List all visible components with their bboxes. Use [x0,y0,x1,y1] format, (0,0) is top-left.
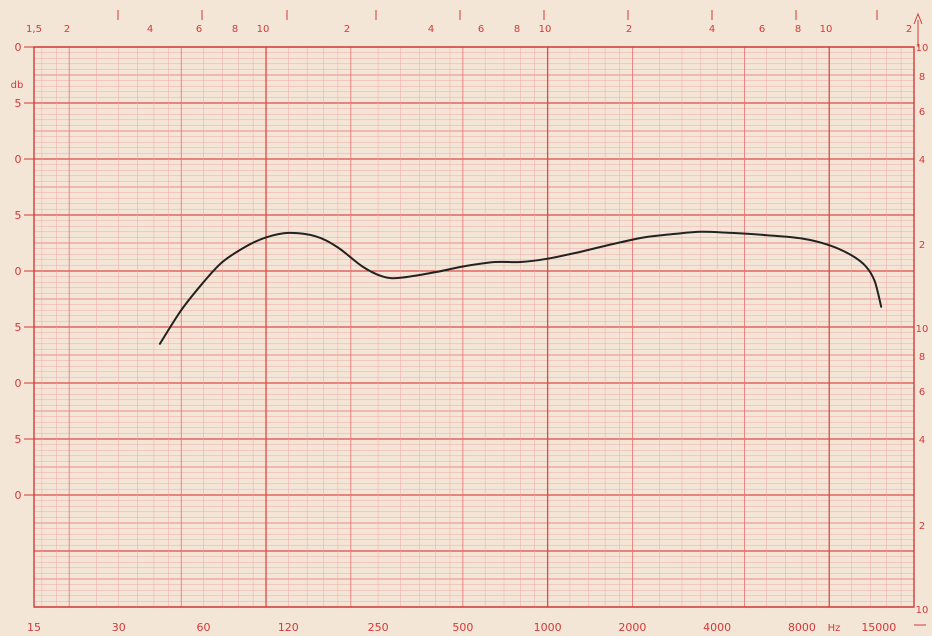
top-scale-label: 4 [147,24,153,35]
top-scale-label: 4 [428,24,434,35]
top-scale-label: 2 [64,24,70,35]
x-tick-label: 2000 [618,621,646,634]
top-scale-label: 1,5 [26,24,42,35]
y-tick-label: 5 [15,97,22,110]
x-tick-label: 1000 [534,621,562,634]
y-tick-label: 0 [15,153,22,166]
right-scale-label: 6 [919,387,925,398]
x-tick-label: 8000 [788,621,816,634]
y-tick-label: 0 [15,489,22,502]
y-tick-label: 5 [15,433,22,446]
right-scale-label: 8 [919,72,925,83]
right-scale-label: 4 [919,435,925,446]
top-scale-label: 6 [196,24,202,35]
series-layer [158,230,883,345]
x-tick-label: 250 [368,621,389,634]
x-tick-label: 30 [112,621,126,634]
x-tick-label: 500 [452,621,473,634]
top-scale-label: 2 [344,24,350,35]
x-tick-label: 120 [278,621,299,634]
top-scale-label: 8 [514,24,520,35]
x-tick-label: 4000 [703,621,731,634]
top-scale-label: 8 [232,24,238,35]
top-scale-label: 10 [820,24,833,35]
top-scale-label: 2 [626,24,632,35]
grid [34,46,915,608]
x-unit-label: Hz [828,623,841,634]
top-scale-label: 10 [257,24,270,35]
right-scale-label: 10 [916,605,929,616]
right-scale-label: 10 [916,324,929,335]
y-tick-label: 5 [15,321,22,334]
y-tick-label: 0 [15,265,22,278]
response-curve [158,230,883,345]
top-scale-label: 6 [478,24,484,35]
right-scale-label: 4 [919,155,925,166]
x-tick-label: 60 [197,621,211,634]
right-scale-label: 6 [919,107,925,118]
y-tick-label: 5 [15,209,22,222]
up-arrow-icon [913,12,923,25]
top-scale-label: 10 [539,24,552,35]
top-scale-label: 2 [906,24,912,35]
right-scale-label: 2 [919,521,925,532]
y-unit-label: db [11,80,24,91]
right-scale-label: 10 [916,43,929,54]
tick-labels: 15 30 60 120 250 500 1000 2000 4000 8000 15000Hz05… [11,10,929,634]
top-scale-label: 8 [795,24,801,35]
right-scale-label: 8 [919,352,925,363]
top-scale-label: 4 [709,24,715,35]
y-tick-label: 0 [15,41,22,54]
x-tick-label: 15000 [861,621,896,634]
right-scale-label: 2 [919,240,925,251]
top-scale-label: 6 [759,24,765,35]
x-tick-label: 15 [27,621,41,634]
y-tick-label: 0 [15,377,22,390]
